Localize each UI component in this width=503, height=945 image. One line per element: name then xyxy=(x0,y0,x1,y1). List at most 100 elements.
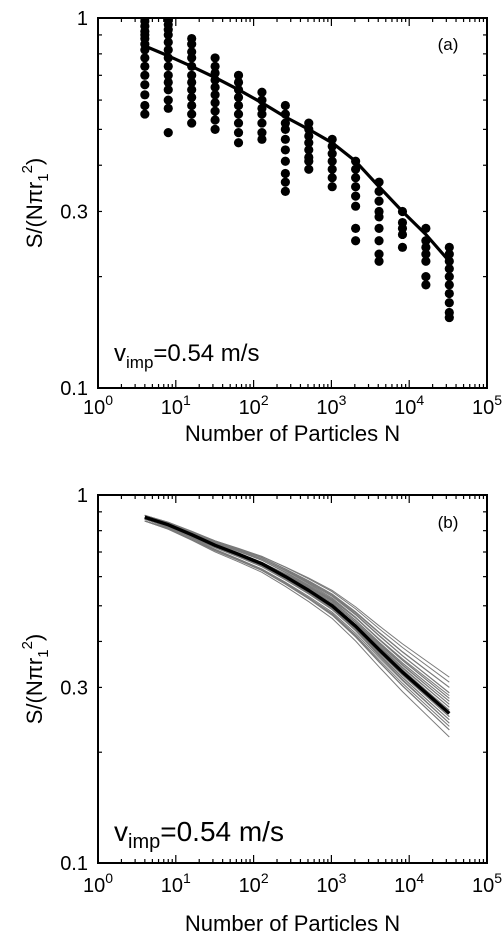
data-point xyxy=(374,256,384,266)
data-point xyxy=(163,37,173,47)
sample-curve xyxy=(144,520,450,738)
data-point xyxy=(140,100,150,111)
data-point xyxy=(163,61,173,71)
data-point xyxy=(233,128,244,138)
data-point xyxy=(374,223,384,233)
data-point xyxy=(257,128,267,138)
data-point xyxy=(233,100,244,111)
data-point xyxy=(140,109,150,119)
data-point xyxy=(187,53,197,63)
data-point xyxy=(351,223,361,233)
data-point xyxy=(327,156,337,166)
x-tick-base: 10 xyxy=(394,875,416,897)
data-point xyxy=(140,70,150,80)
x-tick-exponent: 0 xyxy=(105,392,113,408)
data-point xyxy=(187,70,197,80)
data-marks xyxy=(140,18,454,323)
data-point xyxy=(163,45,173,55)
data-point xyxy=(327,173,337,183)
annotation-main: v xyxy=(114,340,126,367)
data-point xyxy=(351,236,361,246)
data-point xyxy=(187,92,197,103)
data-point xyxy=(233,92,244,103)
data-point xyxy=(257,118,267,128)
x-tick-label: 102 xyxy=(239,870,269,897)
data-point xyxy=(280,100,290,111)
data-point xyxy=(444,280,454,290)
data-point xyxy=(351,173,361,183)
annotation-subscript: imp xyxy=(128,831,160,853)
data-point xyxy=(421,242,431,252)
x-tick-exponent: 4 xyxy=(416,392,424,408)
data-point xyxy=(444,264,454,274)
plot-frame xyxy=(97,17,488,389)
x-tick-base: 10 xyxy=(394,397,416,419)
data-point xyxy=(210,61,220,71)
data-point xyxy=(187,77,197,87)
data-point xyxy=(140,80,150,90)
data-point xyxy=(163,128,173,138)
y-axis-label: S/(Nπr12) xyxy=(19,158,52,249)
data-point xyxy=(374,236,384,246)
data-point xyxy=(210,124,220,134)
y-tick-label: 0.1 xyxy=(60,853,88,875)
annotation-rest: =0.54 m/s xyxy=(153,340,259,367)
data-point xyxy=(421,249,431,259)
data-point xyxy=(187,100,197,111)
data-point xyxy=(444,272,454,282)
x-tick-base: 10 xyxy=(83,875,105,897)
fit-line xyxy=(144,44,451,263)
sample-curve xyxy=(144,516,450,688)
data-point xyxy=(421,256,431,266)
data-point xyxy=(257,134,267,144)
x-tick-base: 10 xyxy=(316,397,338,419)
x-tick-label: 103 xyxy=(316,392,346,419)
x-tick-exponent: 5 xyxy=(494,870,502,886)
sample-curve xyxy=(144,520,450,727)
data-point xyxy=(140,90,150,100)
x-tick-label: 102 xyxy=(239,392,269,419)
data-point xyxy=(421,272,431,282)
data-point xyxy=(233,138,244,148)
x-tick-base: 10 xyxy=(161,397,183,419)
x-tick-label: 105 xyxy=(472,392,502,419)
data-point xyxy=(187,39,197,49)
x-tick-label: 100 xyxy=(83,870,113,897)
data-point xyxy=(374,249,384,259)
data-point xyxy=(444,242,454,252)
data-point xyxy=(257,87,267,97)
sample-curve xyxy=(144,518,450,688)
data-point xyxy=(163,30,173,40)
data-point xyxy=(304,164,314,174)
x-tick-base: 10 xyxy=(316,875,338,897)
x-tick-label: 104 xyxy=(394,870,424,897)
x-tick-base: 10 xyxy=(161,875,183,897)
data-point xyxy=(351,164,361,174)
data-point xyxy=(327,149,337,159)
data-point xyxy=(280,177,290,187)
data-point xyxy=(257,109,267,119)
data-point xyxy=(163,77,173,87)
data-point xyxy=(163,95,173,105)
panel-label: (b) xyxy=(438,513,459,532)
y-tick-label: 0.3 xyxy=(60,677,88,699)
x-tick-exponent: 2 xyxy=(261,870,269,886)
sample-curve xyxy=(144,516,450,721)
y-label-subscript: 1 xyxy=(35,173,52,181)
data-point xyxy=(210,98,220,108)
y-tick-label: 1 xyxy=(77,8,88,30)
sample-curve xyxy=(144,516,450,683)
data-marks xyxy=(144,514,451,738)
data-point xyxy=(351,182,361,192)
data-point xyxy=(351,201,361,211)
x-tick-exponent: 4 xyxy=(416,870,424,886)
sample-curve xyxy=(144,514,450,699)
x-tick-label: 101 xyxy=(161,870,191,897)
data-point xyxy=(163,103,173,113)
x-tick-label: 100 xyxy=(83,392,113,419)
data-point xyxy=(304,131,314,141)
data-point xyxy=(280,145,290,155)
panel-label: (a) xyxy=(438,35,459,54)
